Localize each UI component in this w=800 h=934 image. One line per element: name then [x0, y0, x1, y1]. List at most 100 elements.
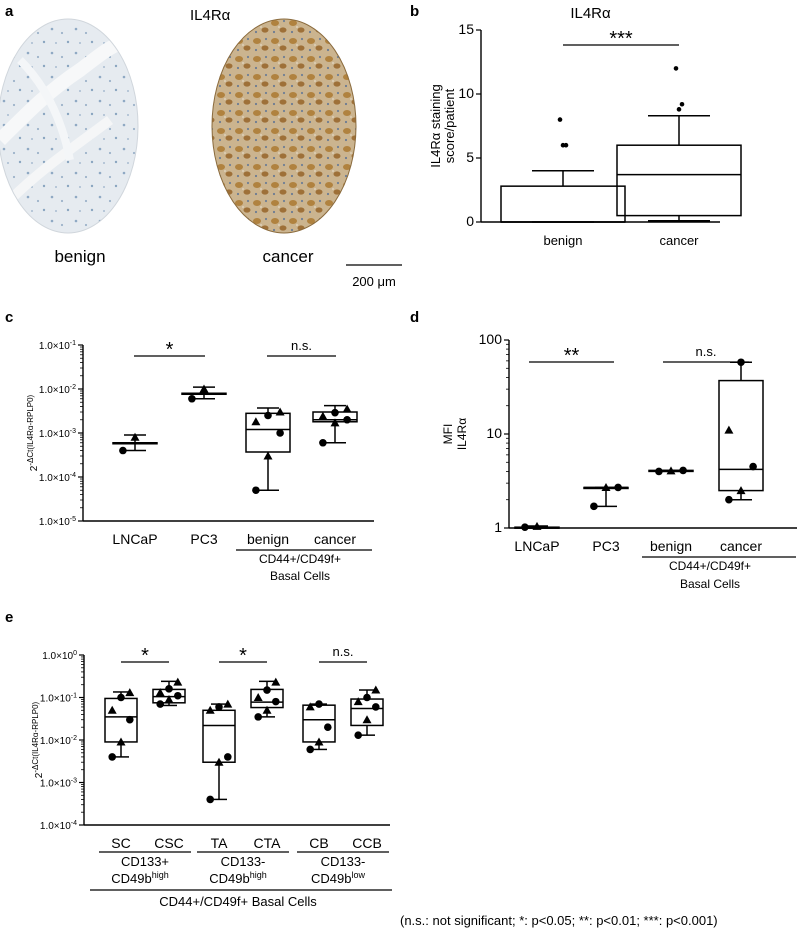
y-axis-label: score/patient — [442, 88, 457, 163]
y-tick-label: 1 — [494, 519, 502, 535]
significance-label: * — [166, 339, 174, 361]
panel-d-chart: 1 10 100 MFI IL4Rα LNCaP PC3 benign cancer ** n.s.… — [441, 331, 797, 591]
data-point — [206, 795, 214, 804]
data-point — [372, 703, 380, 711]
data-point — [199, 384, 209, 393]
data-point — [354, 731, 363, 739]
scale-bar-label: 200 μm — [352, 274, 396, 289]
cancer-tissue-image — [212, 19, 356, 233]
panel-letter-a: a — [5, 3, 14, 20]
x-tick-label: cancer — [314, 531, 356, 547]
x-tick-label: LNCaP — [112, 531, 157, 547]
data-point — [318, 411, 328, 420]
data-point — [343, 415, 351, 424]
data-point — [342, 404, 352, 413]
y-tick-label: 10 — [458, 85, 474, 101]
significance-label: * — [239, 645, 247, 667]
data-point — [614, 483, 622, 492]
subgroup-label: CD133+ — [121, 854, 169, 869]
data-point — [107, 705, 117, 714]
y-tick-label: 1.0×10-2 — [39, 384, 76, 396]
significance-label: n.s. — [696, 344, 717, 359]
x-tick-label: TA — [211, 835, 229, 851]
subgroup-label: CD49bhigh — [111, 870, 168, 886]
x-tick-label: cancer — [659, 233, 699, 248]
data-point — [749, 462, 757, 471]
y-tick-label: 1.0×10-2 — [40, 735, 77, 747]
data-point — [679, 466, 687, 475]
data-point — [315, 700, 323, 708]
data-point — [276, 429, 284, 437]
panel-letter-e: e — [5, 609, 13, 626]
data-point — [725, 495, 733, 504]
data-point — [156, 700, 164, 708]
panel-a: a IL4Rα benign cancer 200 μm — [0, 3, 402, 289]
data-point — [666, 466, 676, 475]
group-label: CD44+/CD49f+ — [259, 552, 341, 566]
data-point — [130, 432, 140, 441]
footnote: (n.s.: not significant; *: p<0.05; **: p… — [400, 913, 718, 928]
data-point — [125, 688, 135, 697]
y-tick-label: 15 — [458, 21, 474, 37]
group-label: CD44+/CD49f+ — [669, 559, 751, 573]
y-axis-label: MFI — [441, 424, 455, 445]
data-point — [306, 745, 315, 754]
y-axis-label: IL4Rα staining — [428, 84, 443, 167]
panel-c-chart: 1.0×10-5 1.0×10-4 1.0×10-3 1.0×10-2 1.0×10-1… — [26, 338, 374, 583]
data-point — [319, 438, 327, 447]
label-benign-image: benign — [54, 247, 105, 266]
panel-letter-c: c — [5, 309, 13, 326]
x-tick-label: CTA — [254, 835, 282, 851]
data-point — [119, 446, 127, 455]
outlier-point — [676, 107, 682, 112]
data-point — [371, 685, 381, 694]
significance-label: *** — [609, 28, 633, 50]
data-point — [173, 677, 183, 686]
x-tick-label: PC3 — [592, 538, 619, 554]
data-point — [324, 723, 332, 732]
y-tick-label: 1.0×10-4 — [39, 472, 76, 484]
data-point — [116, 737, 126, 746]
data-point — [108, 753, 116, 761]
data-point — [253, 693, 263, 701]
data-point — [601, 482, 611, 491]
data-point — [188, 394, 196, 403]
x-tick-label: PC3 — [190, 531, 217, 547]
group-label: Basal Cells — [270, 569, 330, 583]
group-label: CD44+/CD49f+ Basal Cells — [159, 894, 317, 909]
box — [302, 704, 336, 743]
outlier-point — [679, 101, 685, 107]
panel-b-chart: 0 5 10 15 IL4Rα staining score/patient benign c… — [428, 5, 742, 248]
data-point — [590, 502, 598, 511]
y-tick-label: 1.0×10-4 — [40, 820, 77, 832]
x-tick-label: CB — [309, 835, 328, 851]
data-point — [205, 705, 215, 714]
significance-label: n.s. — [333, 644, 354, 659]
data-point — [251, 417, 261, 426]
data-point — [262, 705, 272, 714]
panel-letter-b: b — [410, 3, 419, 20]
significance-label: ** — [564, 345, 580, 367]
data-point — [305, 702, 315, 711]
box — [500, 185, 626, 223]
data-point — [272, 697, 280, 706]
data-point — [117, 693, 125, 702]
data-point — [353, 697, 363, 706]
outlier-point — [673, 66, 679, 71]
y-tick-label: 1.0×10-5 — [39, 516, 76, 528]
x-tick-label: LNCaP — [514, 538, 559, 554]
data-point — [724, 425, 734, 434]
significance-label: n.s. — [291, 338, 312, 353]
data-point — [155, 688, 165, 697]
subgroup-label: CD133- — [221, 854, 266, 869]
subgroup-label: CD133- — [321, 854, 366, 869]
subgroup-label: CD49bhigh — [209, 870, 266, 886]
data-point — [223, 699, 233, 708]
data-point — [165, 685, 173, 693]
outlier-point — [563, 142, 569, 148]
data-point — [214, 757, 224, 766]
y-tick-label: 1.0×10-1 — [39, 340, 76, 352]
data-point — [363, 693, 371, 702]
x-tick-label: benign — [650, 538, 692, 554]
